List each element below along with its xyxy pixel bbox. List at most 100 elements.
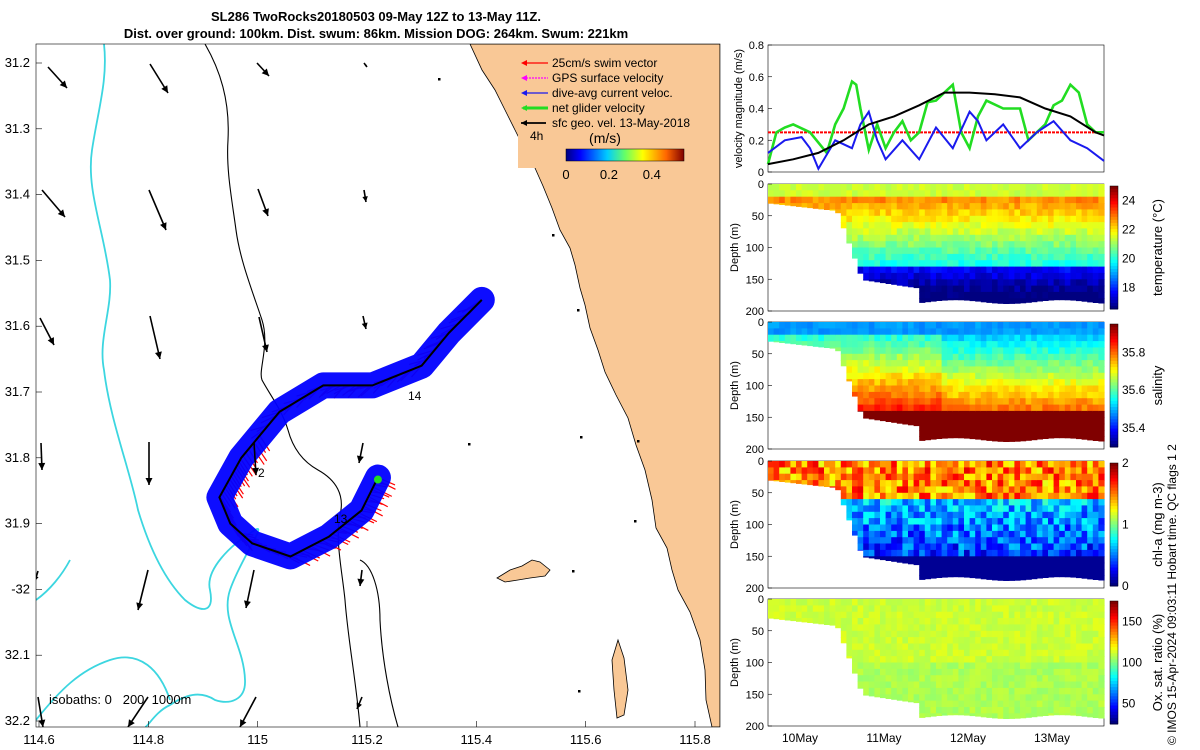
colorbar-cell: [1110, 330, 1118, 334]
section-cell: [1070, 272, 1077, 280]
section-cell: [1081, 707, 1088, 714]
section-cell: [1081, 436, 1088, 440]
section-cell: [891, 524, 898, 532]
section-cell: [885, 530, 892, 538]
section-cell: [857, 480, 864, 487]
section-cell: [790, 190, 797, 198]
section-cell: [1076, 694, 1083, 702]
section-cell: [947, 524, 954, 532]
section-cell: [880, 360, 887, 367]
section-cell: [896, 404, 903, 412]
section-cell: [936, 624, 943, 632]
geo-arrow-head: [160, 222, 167, 230]
section-cell: [1008, 215, 1015, 223]
section-cell: [891, 675, 898, 683]
section-cell: [835, 473, 842, 481]
section-cell: [997, 505, 1004, 513]
section-cell: [919, 630, 926, 638]
section-cell: [1020, 643, 1027, 651]
section-cell: [924, 372, 931, 380]
section-cell: [1070, 630, 1077, 638]
section-cell: [958, 417, 965, 425]
section-cell: [947, 467, 954, 475]
section-cell: [924, 700, 931, 708]
section-cell: [941, 391, 948, 399]
section-cell: [947, 341, 954, 348]
section-cell: [885, 537, 892, 545]
section-cell: [1031, 436, 1038, 441]
section-cell: [952, 196, 959, 204]
section-cell: [1025, 537, 1032, 545]
section-cell: [924, 266, 931, 274]
section-cell: [913, 253, 920, 261]
section-cell: [964, 291, 971, 299]
section-cell: [930, 247, 937, 255]
section-cell: [1076, 537, 1083, 545]
section-cell: [958, 569, 965, 576]
colorbar-cell: [1110, 552, 1118, 556]
section-cell: [880, 366, 887, 374]
section-cell: [885, 543, 892, 551]
section-cell: [964, 668, 971, 676]
section-cell: [1025, 643, 1032, 651]
section-cell: [835, 599, 842, 606]
section-cell: [913, 247, 920, 255]
section-cell: [1020, 599, 1027, 606]
section-cell: [796, 480, 803, 484]
section-cell: [930, 398, 937, 406]
track-line: [218, 299, 483, 558]
section-cell: [924, 353, 931, 361]
section-cell: [913, 347, 920, 355]
section-cell: [924, 556, 931, 564]
section-cell: [891, 215, 898, 223]
section-cell: [1098, 511, 1105, 519]
section-cell: [1014, 713, 1021, 719]
section-cell: [1036, 260, 1043, 268]
section-cell: [896, 649, 903, 657]
section-cell: [969, 398, 976, 406]
section-cell: [969, 391, 976, 399]
section-cell: [919, 530, 926, 538]
section-cell: [1036, 569, 1043, 576]
section-cell: [941, 184, 948, 191]
geo-arrow: [244, 569, 255, 609]
section-cell: [924, 203, 931, 210]
section-cell: [1087, 391, 1094, 399]
section-cell: [969, 569, 976, 576]
section-cell: [874, 480, 881, 487]
section-cell: [1081, 486, 1088, 494]
colorbar-cell: [1110, 702, 1118, 707]
section-cell: [958, 341, 965, 348]
section-cell: [997, 668, 1004, 676]
section-cell: [1031, 562, 1038, 570]
title-line2: Dist. over ground: 100km. Dist. swum: 86…: [123, 26, 629, 41]
section-cell: [969, 209, 976, 217]
isobath-0m-south: [36, 559, 171, 721]
section-cell: [857, 196, 864, 204]
section-cell: [1048, 687, 1055, 695]
section-cell: [1031, 203, 1038, 210]
section-cell: [1003, 467, 1010, 475]
section-cell: [908, 279, 915, 287]
section-cell: [964, 505, 971, 513]
section-cell: [868, 492, 875, 500]
section-cell: [1081, 643, 1088, 651]
section-cell: [1087, 423, 1094, 431]
section-cell: [1053, 209, 1060, 217]
section-cell: [924, 675, 931, 683]
section-cell: [1059, 341, 1066, 348]
section-cell: [796, 341, 803, 345]
section-cell: [1064, 599, 1071, 606]
section-cell: [1070, 480, 1077, 487]
section-cell: [868, 196, 875, 204]
colorbar-cell: [1110, 503, 1118, 507]
section-cell: [1025, 228, 1032, 236]
colorbar-frame: [1109, 323, 1119, 448]
section-cell: [986, 543, 993, 551]
section-cell: [936, 334, 943, 342]
section-cell: [1048, 196, 1055, 204]
section-cell: [1081, 298, 1088, 302]
section-cell: [908, 184, 915, 191]
section-cell: [1053, 228, 1060, 236]
section-cell: [958, 353, 965, 361]
